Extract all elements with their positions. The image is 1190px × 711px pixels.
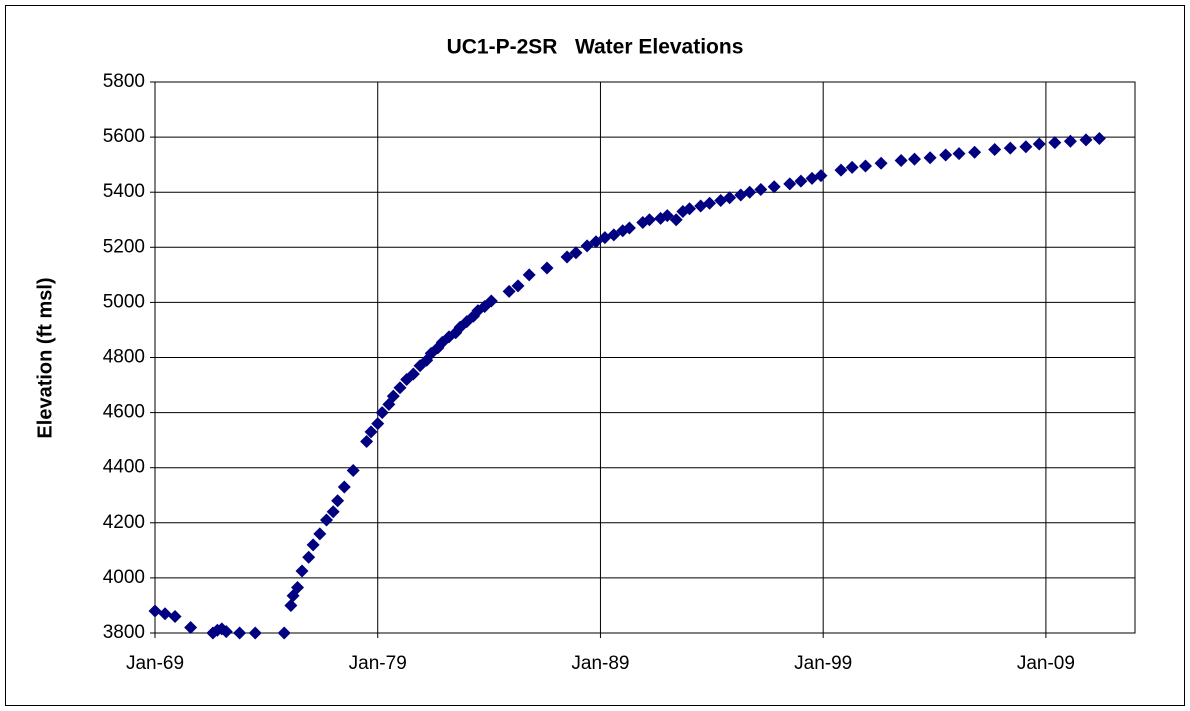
y-tick-label: 4600 [103,402,145,423]
point [783,177,797,191]
x-tick-label: Jan-79 [349,653,407,674]
point [364,425,378,439]
y-tick-label: 5400 [103,181,145,202]
point [1092,131,1106,145]
y-tick-label: 4000 [103,567,145,588]
point [968,145,982,159]
point [148,604,162,618]
point [326,505,340,519]
point [743,185,757,199]
point [569,246,583,260]
point [158,607,172,621]
point [894,154,908,168]
point [313,527,327,541]
point [1048,136,1062,150]
point [988,142,1002,156]
y-tick-label: 5000 [103,291,145,312]
point [484,294,498,308]
point [1003,141,1017,155]
point [375,406,389,420]
point [683,202,697,216]
point [284,598,298,612]
y-axis-label: Elevation (ft msl) [34,277,56,438]
point [939,148,953,162]
point [874,156,888,170]
point [859,159,872,173]
y-tick-label: 4200 [103,512,145,533]
y-tick-label: 5600 [103,126,145,147]
point [393,381,407,395]
point [302,550,316,564]
point [277,626,291,640]
point [607,228,621,242]
point [1079,133,1093,147]
point [346,463,360,477]
x-tick-label: Jan-09 [1017,653,1075,674]
point [669,213,683,227]
point [386,389,400,403]
point [295,564,309,578]
point [1019,140,1033,154]
point [406,367,420,381]
point [834,163,848,177]
point [291,581,305,595]
point [522,268,536,282]
point [320,513,333,527]
y-tick-label: 4800 [103,347,145,368]
point [337,480,351,494]
point [660,209,674,223]
point [908,152,921,166]
point [642,213,656,227]
point [794,174,808,188]
y-tick-label: 5200 [103,236,145,257]
point [560,250,574,264]
point [371,417,385,431]
chart-frame [5,5,1185,706]
point [306,538,320,552]
point [248,626,262,640]
point [814,169,828,183]
point [1032,137,1046,151]
point [952,147,966,161]
point [331,494,345,508]
plot-area [154,81,1136,634]
point [360,435,374,449]
point [580,239,594,253]
point [723,191,737,205]
point [233,626,247,640]
point [703,196,717,210]
chart-title: UC1-P-2SR Water Elevations [447,36,744,59]
x-tick-label: Jan-69 [126,653,184,674]
point [845,160,859,174]
y-tick-label: 4400 [103,457,145,478]
point [589,235,603,249]
y-tick-label: 5800 [103,71,145,92]
point [622,221,636,235]
point [219,625,233,639]
x-tick-label: Jan-99 [794,653,852,674]
point [184,620,198,634]
point [923,151,937,165]
x-tick-label: Jan-89 [571,653,629,674]
point [767,180,781,194]
point [1063,134,1077,148]
point [754,182,768,196]
point [540,261,554,275]
point [168,609,182,623]
point [502,284,516,298]
y-tick-label: 3800 [103,622,145,643]
point [511,279,525,293]
